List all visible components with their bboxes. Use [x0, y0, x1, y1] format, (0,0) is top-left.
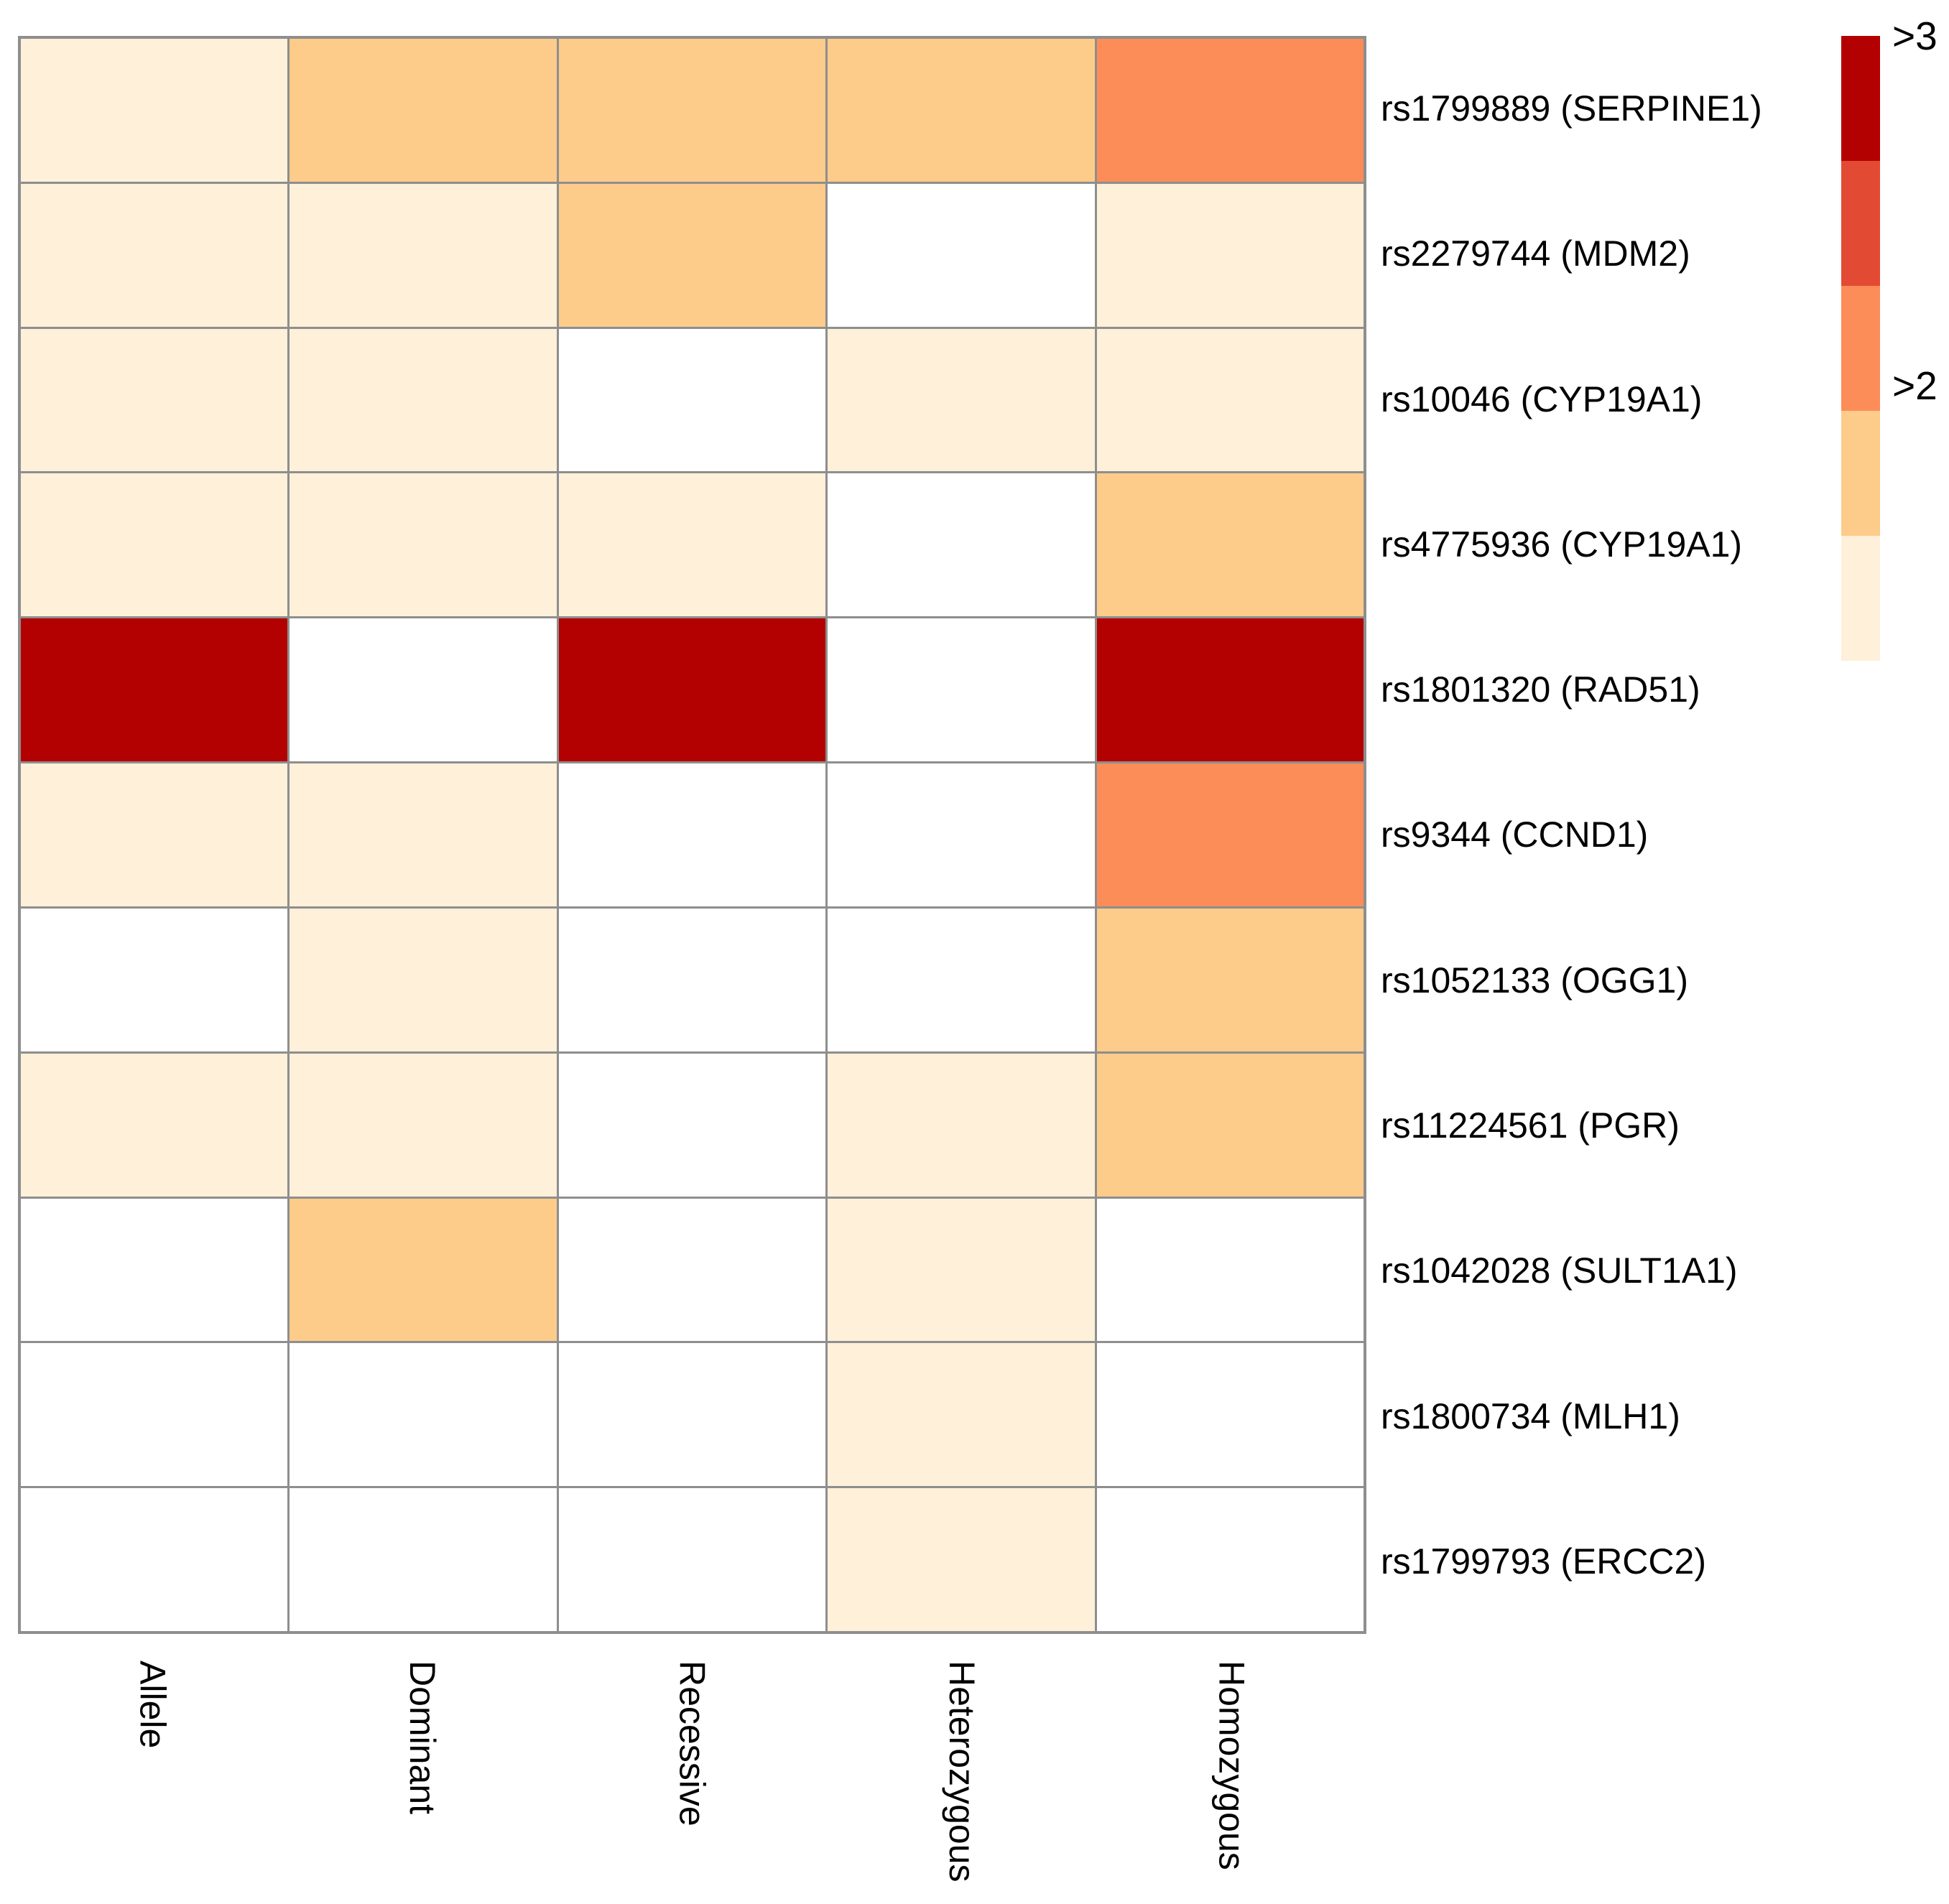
heatmap-cell	[290, 618, 557, 762]
heatmap-cell	[558, 328, 826, 472]
heatmap-cell	[828, 618, 1095, 762]
heatmap-cell	[1096, 908, 1364, 1051]
heatmap-cell	[21, 1198, 288, 1342]
heatmap-cell	[21, 328, 288, 472]
row-label: rs1799889 (SERPINE1)	[1381, 88, 1762, 129]
heatmap-cell	[21, 1488, 288, 1631]
heatmap-cell	[1096, 473, 1364, 617]
heatmap-cell	[558, 1343, 826, 1487]
heatmap-cell	[828, 1053, 1095, 1197]
heatmap-cell	[558, 763, 826, 906]
heatmap-cell	[21, 473, 288, 617]
heatmap-cell	[1096, 618, 1364, 762]
row-label: rs1801320 (RAD51)	[1381, 669, 1700, 710]
heatmap-cell	[558, 473, 826, 617]
column-label: Dominant	[402, 1661, 443, 1814]
column-label: Homozygous	[1211, 1661, 1252, 1870]
heatmap-cell	[828, 1343, 1095, 1487]
heatmap-cell	[290, 1053, 557, 1197]
heatmap-cell	[290, 1343, 557, 1487]
heatmap-cell	[558, 1198, 826, 1342]
heatmap-cell	[21, 183, 288, 327]
heatmap-cell	[290, 328, 557, 472]
legend-band	[1841, 411, 1880, 536]
column-label: Heterozygous	[941, 1661, 982, 1882]
heatmap-cell	[828, 328, 1095, 472]
heatmap-cell	[290, 1488, 557, 1631]
column-label: Recessive	[672, 1661, 713, 1826]
column-label: Allele	[132, 1661, 173, 1749]
legend-color-bar	[1841, 36, 1880, 661]
legend-band	[1841, 161, 1880, 286]
heatmap-cell	[558, 618, 826, 762]
heatmap-cell	[828, 183, 1095, 327]
heatmap-cell	[1096, 328, 1364, 472]
heatmap-cell	[558, 1488, 826, 1631]
heatmap-cell	[1096, 39, 1364, 182]
legend-label-gt3: >3	[1892, 14, 1938, 58]
heatmap-cell	[1096, 763, 1364, 906]
legend-band	[1841, 36, 1880, 161]
row-label: rs1800734 (MLH1)	[1381, 1396, 1680, 1436]
row-label: rs9344 (CCND1)	[1381, 814, 1649, 855]
row-label: rs2279744 (MDM2)	[1381, 233, 1690, 274]
row-label: rs10046 (CYP19A1)	[1381, 379, 1703, 419]
heatmap-cell	[828, 763, 1095, 906]
legend-band	[1841, 536, 1880, 661]
heatmap-cell	[1096, 183, 1364, 327]
legend-band	[1841, 286, 1880, 411]
heatmap-cell	[21, 763, 288, 906]
heatmap-cell	[558, 183, 826, 327]
heatmap-cell	[828, 908, 1095, 1051]
heatmap-cell	[558, 908, 826, 1051]
heatmap-cell	[21, 39, 288, 182]
heatmap-cell	[1096, 1053, 1364, 1197]
heatmap-cell	[1096, 1488, 1364, 1631]
legend-label-gt2: >2	[1892, 363, 1938, 408]
heatmap-cell	[828, 473, 1095, 617]
heatmap-cell	[558, 1053, 826, 1197]
heatmap-cell	[828, 1488, 1095, 1631]
heatmap-cell	[21, 908, 288, 1051]
heatmap-cell	[1096, 1198, 1364, 1342]
heatmap-cell	[558, 39, 826, 182]
heatmap-cell	[290, 763, 557, 906]
row-label: rs4775936 (CYP19A1)	[1381, 524, 1743, 565]
heatmap-cell	[290, 473, 557, 617]
row-label: rs11224561 (PGR)	[1381, 1105, 1680, 1146]
heatmap-grid	[18, 36, 1366, 1634]
heatmap-cell	[828, 1198, 1095, 1342]
row-label: rs1042028 (SULT1A1)	[1381, 1250, 1738, 1291]
heatmap-cell	[1096, 1343, 1364, 1487]
heatmap-cell	[828, 39, 1095, 182]
heatmap-cell	[21, 1053, 288, 1197]
heatmap-cell	[290, 183, 557, 327]
heatmap-cell	[290, 1198, 557, 1342]
row-label: rs1799793 (ERCC2)	[1381, 1541, 1706, 1582]
heatmap-cell	[21, 1343, 288, 1487]
heatmap-cell	[290, 908, 557, 1051]
heatmap-cell	[21, 618, 288, 762]
heatmap-cell	[290, 39, 557, 182]
row-label: rs1052133 (OGG1)	[1381, 960, 1688, 1000]
